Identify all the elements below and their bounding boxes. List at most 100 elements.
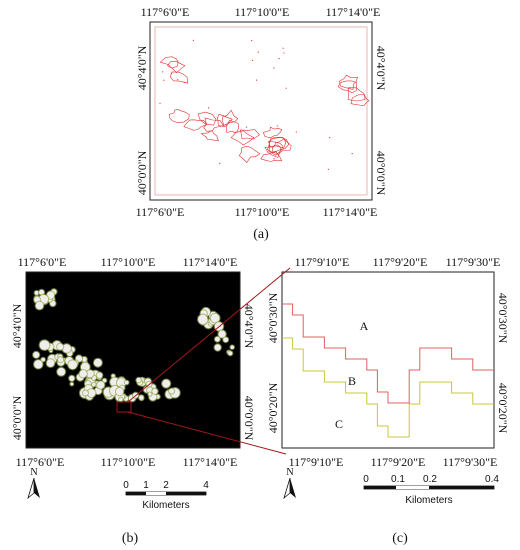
scale-bar-segment-1	[364, 486, 396, 489]
boundary-outline	[197, 111, 217, 126]
panel-c-top-tick-3: 117°9'30"E	[446, 255, 501, 269]
boundary-outline	[238, 145, 261, 163]
impervious-patch	[86, 370, 94, 378]
panel-b-right-tick-1: 40°4'0"N	[242, 304, 256, 349]
panel-c-scale-tick-4: 0.4	[485, 474, 499, 485]
scale-bar-segment-3	[429, 486, 494, 489]
boundary-speck	[282, 47, 284, 49]
impervious-patch	[70, 382, 74, 386]
scale-bar-segment-2	[146, 492, 166, 495]
panel-a: 117°6'0"E 117°10'0"E 117°14'0"E 117°6'0"…	[135, 5, 388, 242]
boundary-speck	[295, 131, 297, 133]
scale-bar-segment-3	[166, 492, 206, 495]
impervious-patch	[210, 313, 220, 323]
panel-b-scale-tick-2: 2	[163, 480, 169, 491]
panel-b-top-tick-3: 117°14'0"E	[183, 255, 238, 269]
boundary-outline	[167, 61, 186, 74]
impervious-patch	[34, 290, 39, 295]
panel-b-bottom-tick-2: 117°10'0"E	[101, 455, 156, 469]
impervious-patch	[46, 359, 55, 367]
boundary-outline	[183, 119, 208, 131]
north-arrow-left-icon	[283, 477, 291, 500]
boundary-outline	[262, 126, 283, 139]
boundary-outline	[203, 117, 224, 132]
impervious-patch	[214, 336, 220, 342]
boundary-outline	[337, 80, 358, 94]
boundary-speck	[273, 67, 275, 69]
scale-bar-segment-1	[126, 492, 146, 495]
boundary-outline	[268, 140, 284, 156]
panel-a-left-tick-1: 40°4'0"N	[135, 45, 149, 90]
panel-b-north-arrow: N	[27, 467, 40, 500]
panel-a-left-tick-2: 40°0'0"N	[135, 150, 149, 195]
impervious-patch	[57, 343, 64, 350]
panel-c-left-tick-2: 40°0'20"N	[266, 382, 280, 433]
panel-a-bottom-tick-1: 117°6'0"E	[136, 205, 185, 219]
impervious-patch	[58, 357, 64, 363]
panel-a-bottom-tick-3: 117°14'0"E	[323, 205, 378, 219]
panel-c-bottom-tick-1: 117°9'10"E	[289, 455, 344, 469]
impervious-patch	[228, 351, 233, 356]
impervious-patch	[82, 356, 87, 362]
boundary-speck	[285, 87, 287, 89]
impervious-patch	[96, 372, 103, 379]
impervious-patch	[93, 358, 102, 367]
boundary-outline	[239, 129, 260, 140]
panel-c-bottom-tick-2: 117°9'20"E	[371, 455, 426, 469]
panel-b-scale-tick-0: 0	[123, 480, 129, 491]
panel-c-zone-c-label: C	[335, 417, 343, 431]
panel-c-top-tick-1: 117°9'10"E	[295, 255, 350, 269]
panel-b-scale-tick-4: 4	[203, 480, 209, 491]
impervious-patch	[62, 344, 71, 353]
panel-a-impervious-boundary	[159, 39, 370, 170]
panel-b-top-tick-2: 117°10'0"E	[101, 255, 156, 269]
zoom-leader-line-top	[127, 267, 291, 403]
panel-b-caption: (b)	[122, 531, 139, 546]
panel-a-caption: (a)	[253, 227, 269, 242]
boundary-speck	[273, 158, 275, 160]
panel-b-scale-bar: 0 1 2 4 Kilometers	[123, 480, 209, 511]
panel-c-right-tick-2: 40°0'20"N	[496, 383, 510, 434]
scale-bar-segment-2	[396, 486, 429, 489]
panel-c-left-tick-1: 40°0'30"N	[266, 292, 280, 343]
panel-c-zone-a-label: A	[360, 319, 369, 333]
boundary-speck	[159, 102, 161, 104]
panel-c-scale-bar: 0 0.1 0.2 0.4 Kilometers	[363, 474, 499, 506]
panel-b-top-tick-1: 117°6'0"E	[18, 255, 67, 269]
panel-b-right-tick-2: 40°0'0"N	[242, 396, 256, 441]
panel-b-left-tick-1: 40°4'0"N	[10, 303, 24, 348]
impervious-patch	[124, 380, 129, 385]
impervious-patch	[230, 345, 234, 350]
impervious-patch	[139, 395, 144, 400]
impervious-patch	[57, 367, 66, 376]
boundary-outline	[225, 119, 239, 134]
boundary-speck	[329, 137, 331, 139]
boundary-speck	[162, 71, 164, 73]
boundary-outline	[159, 56, 179, 69]
impervious-patch	[119, 397, 123, 402]
panel-a-right-tick-1: 40°4'0"N	[374, 46, 388, 91]
impervious-patch	[35, 301, 44, 310]
panel-c: A B C 117°9'10"E 117°9'20"E 117°9'30"E 1…	[266, 255, 510, 546]
impervious-patch	[148, 392, 152, 396]
panel-c-bottom-tick-3: 117°9'30"E	[443, 455, 498, 469]
panel-a-right-tick-2: 40°0'0"N	[374, 151, 388, 196]
panel-c-upper-boundary	[282, 303, 494, 404]
boundary-speck	[163, 79, 165, 81]
panel-c-top-tick-2: 117°9'20"E	[373, 255, 428, 269]
boundary-speck	[183, 81, 186, 83]
panel-c-scale-tick-2: 0.2	[423, 474, 437, 485]
panel-c-north-label: N	[286, 467, 293, 478]
panel-c-scale-unit: Kilometers	[405, 495, 452, 506]
impervious-patch	[41, 357, 45, 362]
panel-a-top-tick-1: 117°6'0"E	[141, 5, 190, 19]
panel-c-north-arrow: N	[283, 467, 296, 500]
boundary-outline	[168, 108, 190, 124]
panel-b-scale-tick-1: 1	[143, 480, 149, 491]
north-arrow-left-icon	[27, 477, 35, 500]
boundary-speck	[245, 126, 248, 128]
panel-c-zone-b-label: B	[348, 374, 356, 388]
boundary-speck	[276, 125, 278, 127]
impervious-patch	[46, 291, 55, 299]
